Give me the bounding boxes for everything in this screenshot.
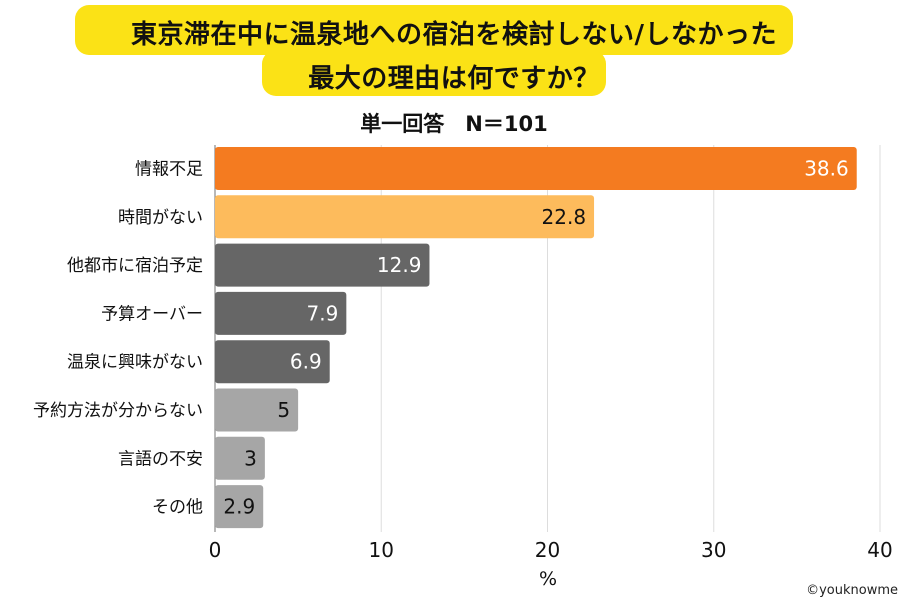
- category-label-6: 予約方法が分からない: [33, 401, 203, 421]
- category-label-5: 温泉に興味がない: [67, 353, 203, 373]
- bar-3: [215, 243, 430, 287]
- x-tick-label-10: 10: [369, 538, 394, 562]
- bar-value-label-8: 2.9: [223, 495, 255, 519]
- chart-title-line-2: 最大の理由は何ですか？: [308, 64, 600, 94]
- bar-6: [215, 388, 299, 432]
- bar-1: [215, 147, 857, 190]
- bar-4: [215, 291, 347, 335]
- x-tick-label-20: 20: [535, 538, 560, 562]
- chart-subtitle: 単一回答 N＝101: [360, 112, 548, 136]
- bar-value-label-2: 22.8: [542, 205, 587, 229]
- x-tick-label-40: 40: [867, 538, 892, 562]
- bar-value-label-7: 3: [244, 446, 257, 470]
- copyright-credit: ©youknowme: [806, 583, 898, 598]
- bar-value-label-3: 12.9: [377, 253, 422, 277]
- title-banner-bottom: [262, 50, 606, 96]
- x-axis-label: %: [539, 568, 557, 590]
- bar-8: [215, 485, 264, 529]
- bar-2: [215, 195, 595, 239]
- category-label-2: 時間がない: [118, 208, 203, 228]
- bar-7: [215, 436, 265, 480]
- category-label-7: 言語の不安: [118, 449, 203, 469]
- bar-5: [215, 340, 330, 384]
- title-banner-top: [75, 5, 793, 55]
- chart-title-line-1: 東京滞在中に温泉地への宿泊を検討しない/しなかった: [131, 20, 777, 50]
- category-label-1: 情報不足: [135, 160, 203, 180]
- bar-value-label-1: 38.6: [804, 157, 849, 181]
- bar-value-label-4: 7.9: [307, 301, 339, 325]
- category-label-8: その他: [152, 498, 203, 518]
- category-label-3: 他都市に宿泊予定: [67, 256, 203, 276]
- category-label-4: 予算オーバー: [101, 304, 203, 324]
- bar-value-label-5: 6.9: [290, 350, 322, 374]
- x-tick-label-0: 0: [209, 538, 222, 562]
- bar-value-label-6: 5: [277, 398, 290, 422]
- x-tick-label-30: 30: [701, 538, 726, 562]
